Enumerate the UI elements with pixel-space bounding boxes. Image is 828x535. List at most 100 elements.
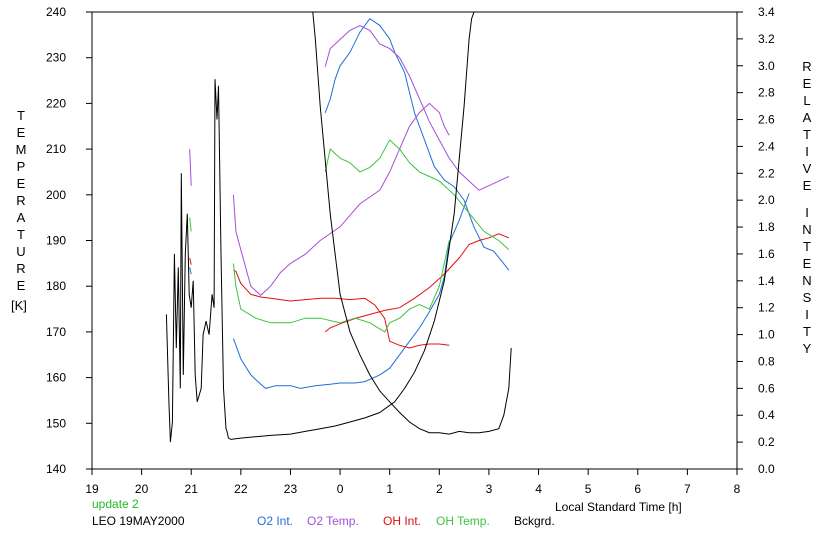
- x-tick-label: 3: [486, 482, 493, 496]
- axis-title-letter: R: [16, 261, 26, 276]
- right-y-tick-label: 0.0: [758, 462, 775, 476]
- right-y-tick-label: 0.8: [758, 354, 775, 368]
- x-axis-label: Local Standard Time [h]: [555, 500, 682, 514]
- legend-bckgrd: Bckgrd.: [514, 514, 555, 528]
- left-y-tick-label: 200: [46, 188, 66, 202]
- series-layer: [165, 12, 512, 443]
- right-y-axis: 0.0 0.2 0.4 0.6 0.8 1.0 1.2 1.4 1.6 1.8 2.0 2.2 2.4 2…: [737, 5, 775, 476]
- axis-title-letter: T: [803, 324, 811, 339]
- series-line-o2-temp: [324, 25, 510, 191]
- axis-title-letter: I: [805, 307, 809, 322]
- right-y-tick-label: 0.6: [758, 381, 775, 395]
- plot-frame: [91, 11, 738, 470]
- x-tick-label: 1: [386, 482, 393, 496]
- x-tick-label: 23: [284, 482, 298, 496]
- series-line-o2-int: [324, 18, 510, 271]
- left-y-tick-label: 220: [46, 96, 66, 110]
- right-y-tick-label: 1.6: [758, 247, 775, 261]
- x-tick-label: 8: [734, 482, 741, 496]
- left-y-tick-label: 210: [46, 142, 66, 156]
- axis-title-letter: T: [17, 108, 25, 123]
- axis-title-letter: E: [16, 278, 26, 293]
- axis-title-letter: E: [16, 125, 26, 140]
- axis-title-letter: R: [16, 193, 26, 208]
- right-y-tick-label: 0.2: [758, 435, 775, 449]
- station-date-label: LEO 19MAY2000: [92, 514, 185, 528]
- right-y-tick-label: 3.4: [758, 5, 775, 19]
- x-tick-label: 6: [634, 482, 641, 496]
- left-y-tick-label: 240: [46, 5, 66, 19]
- right-y-tick-label: 1.4: [758, 274, 775, 288]
- left-y-axis: 140 150 160 170 180 190 200 210 220 230 240: [46, 5, 92, 476]
- x-axis: 19 20 21 22 23 0 1 2 3 4 5 6 7 8: [85, 469, 741, 496]
- legend-oh-temp: OH Temp.: [436, 514, 490, 528]
- axis-title-letter: R: [802, 59, 812, 74]
- left-y-tick-label: 230: [46, 51, 66, 65]
- legend-o2-temp: O2 Temp.: [307, 514, 359, 528]
- axis-title-letter: S: [802, 290, 812, 305]
- series-line-o2-temp: [189, 149, 192, 186]
- left-y-tick-label: 160: [46, 371, 66, 385]
- axis-title-letter: A: [16, 210, 26, 225]
- series-line-o2-int: [189, 267, 192, 275]
- x-tick-label: 19: [85, 482, 99, 496]
- axis-title-letter: V: [802, 161, 812, 176]
- series-line-oh-int: [189, 257, 192, 265]
- series-line-bckgrd: [312, 12, 512, 435]
- right-y-tick-label: 1.8: [758, 220, 775, 234]
- axis-title-letter: T: [803, 127, 811, 142]
- axis-title-letter: I: [805, 205, 809, 220]
- left-y-tick-label: 180: [46, 279, 66, 293]
- right-y-tick-label: 0.4: [758, 408, 775, 422]
- axis-title-letter: A: [802, 110, 812, 125]
- axis-title-letter: E: [802, 178, 812, 193]
- right-y-tick-label: 3.2: [758, 32, 775, 46]
- axis-title-letter: Y: [802, 341, 812, 356]
- axis-title-letter: T: [17, 227, 25, 242]
- left-y-tick-label: 170: [46, 325, 66, 339]
- series-line-oh-temp: [189, 217, 192, 232]
- x-tick-label: 22: [234, 482, 248, 496]
- left-y-tick-label: 150: [46, 416, 66, 430]
- series-line-oh-temp: [232, 240, 450, 333]
- axis-title-letter: I: [805, 144, 809, 159]
- update-label: update 2: [92, 497, 139, 511]
- x-tick-label: 21: [185, 482, 199, 496]
- right-y-tick-label: 1.2: [758, 301, 775, 315]
- axis-title-letter: M: [15, 142, 27, 157]
- x-tick-label: 20: [135, 482, 149, 496]
- left-y-tick-label: 140: [46, 462, 66, 476]
- axis-title-letter: N: [802, 273, 812, 288]
- series-line-o2-int: [232, 193, 470, 389]
- x-tick-label: 7: [684, 482, 691, 496]
- x-tick-label: 0: [337, 482, 344, 496]
- series-line-o2-temp: [232, 102, 450, 296]
- axis-title-letter: U: [16, 244, 26, 259]
- axis-title-letter: N: [802, 222, 812, 237]
- x-tick-label: 2: [436, 482, 443, 496]
- series-line-bckgrd: [165, 12, 475, 443]
- right-y-tick-label: 3.0: [758, 59, 775, 73]
- legend-o2-int: O2 Int.: [257, 514, 294, 528]
- right-y-tick-label: 2.8: [758, 86, 775, 100]
- legend-oh-int: OH Int.: [383, 514, 422, 528]
- axis-title-letter: T: [803, 239, 811, 254]
- right-y-tick-label: 1.0: [758, 328, 775, 342]
- axis-title-letter: L: [803, 93, 811, 108]
- series-line-oh-int: [233, 269, 450, 349]
- axis-title-letter: E: [802, 256, 812, 271]
- axis-title-letter: E: [802, 76, 812, 91]
- axis-title-letter: P: [16, 159, 26, 174]
- left-axis-unit: [K]: [11, 298, 27, 313]
- right-y-tick-label: 2.0: [758, 193, 775, 207]
- right-y-tick-label: 2.6: [758, 113, 775, 127]
- axis-title-letter: E: [16, 176, 26, 191]
- right-y-tick-label: 2.4: [758, 139, 775, 153]
- right-y-tick-label: 2.2: [758, 166, 775, 180]
- series-line-oh-temp: [324, 139, 510, 250]
- x-tick-label: 4: [535, 482, 542, 496]
